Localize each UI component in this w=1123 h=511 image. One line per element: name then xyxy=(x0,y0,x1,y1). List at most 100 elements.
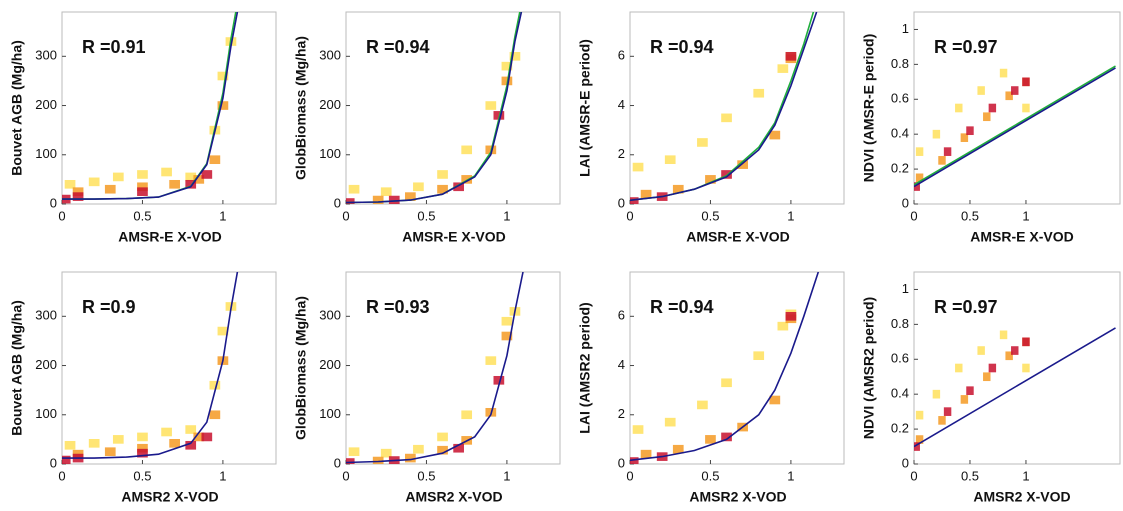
y-tick-label: 200 xyxy=(319,97,341,112)
y-tick-label: 200 xyxy=(35,97,57,112)
density-cell xyxy=(217,71,229,81)
r-annotation: R =0.93 xyxy=(366,297,430,317)
y-tick-label: 100 xyxy=(319,146,341,161)
density-cell xyxy=(493,375,505,385)
density-cell xyxy=(721,432,732,442)
x-tick-label: 0 xyxy=(626,468,633,483)
density-cell xyxy=(405,453,416,463)
x-tick-label: 0.5 xyxy=(133,208,151,223)
density-cell xyxy=(461,175,473,184)
x-axis-label: AMSR-E X-VOD xyxy=(118,229,221,245)
density-cell xyxy=(169,179,180,189)
density-cell xyxy=(737,160,748,169)
density-cell xyxy=(185,179,197,189)
density-cell xyxy=(88,439,100,448)
density-cell xyxy=(915,147,924,156)
density-cell xyxy=(640,189,652,199)
x-axis-label: AMSR-E X-VOD xyxy=(970,229,1073,245)
x-tick-label: 0.5 xyxy=(701,468,719,483)
x-tick-label: 0 xyxy=(626,208,633,223)
y-tick-label: 0.2 xyxy=(891,161,909,176)
x-tick-label: 1 xyxy=(787,208,794,223)
y-tick-label: 0 xyxy=(334,455,341,470)
density-cell xyxy=(705,435,716,444)
plot-area xyxy=(914,327,1116,451)
y-axis-label: GlobBiomass (Mg/ha) xyxy=(293,296,309,440)
density-cell xyxy=(485,356,497,365)
density-cell xyxy=(1022,337,1030,347)
fit-line xyxy=(62,12,239,200)
density-cell xyxy=(137,187,148,197)
panel: 0 0.5 1 0 0.2 0.4 0.6 0.8 1 R =0.97 AMSR2 X-VOD NDV… xyxy=(861,271,1121,505)
panel: 0 0.5 1 0 2 4 6 R =0.94 AMSR-E X-VOD LAI (AMSR-E … xyxy=(577,11,845,245)
density-cell xyxy=(501,61,513,71)
x-tick-label: 0.5 xyxy=(961,208,979,223)
y-tick-label: 6 xyxy=(618,308,625,323)
y-tick-label: 6 xyxy=(618,48,625,63)
y-axis-label: NDVI (AMSR2 period) xyxy=(861,297,877,439)
density-cell xyxy=(1005,91,1013,101)
r-annotation: R =0.94 xyxy=(366,37,430,57)
density-cell xyxy=(1022,363,1030,373)
panel: 0 0.5 1 0 0.2 0.4 0.6 0.8 1 R =0.97 AMSR-E X-VOD ND… xyxy=(861,11,1121,245)
y-tick-label: 1 xyxy=(902,281,909,296)
density-cell xyxy=(932,129,941,139)
x-tick-label: 0 xyxy=(910,208,917,223)
density-cell xyxy=(413,182,424,192)
x-tick-label: 1 xyxy=(1022,208,1029,223)
density-cell xyxy=(112,172,124,182)
density-cell xyxy=(104,447,116,457)
density-cell xyxy=(705,175,716,184)
fit-line xyxy=(630,12,818,202)
density-cell xyxy=(388,195,400,204)
y-tick-label: 0 xyxy=(334,195,341,210)
y-axis-label: LAI (AMSR-E period) xyxy=(577,39,593,177)
density-cell xyxy=(1005,351,1013,361)
density-cell xyxy=(966,126,974,136)
density-cell xyxy=(915,435,924,444)
density-cell xyxy=(632,425,644,434)
y-axis-label: Bouvet AGB (Mg/ha) xyxy=(9,40,25,176)
density-cell xyxy=(193,175,205,184)
density-cell xyxy=(193,432,205,442)
x-tick-label: 1 xyxy=(219,468,226,483)
density-cell xyxy=(1022,103,1030,113)
density-cell xyxy=(938,156,946,165)
density-cell xyxy=(380,448,392,458)
fit-line xyxy=(914,327,1116,448)
density-cell xyxy=(88,177,100,187)
density-cell xyxy=(437,432,448,442)
r-annotation: R =0.97 xyxy=(934,37,998,57)
y-axis-label: GlobBiomass (Mg/ha) xyxy=(293,36,309,180)
density-cell xyxy=(161,167,172,177)
density-cell xyxy=(453,443,464,453)
density-cell xyxy=(453,182,464,192)
density-cell xyxy=(777,321,789,331)
density-cell xyxy=(72,187,84,197)
density-cell xyxy=(209,410,221,420)
density-cell xyxy=(485,101,497,110)
density-cell xyxy=(169,439,180,448)
y-tick-label: 300 xyxy=(35,48,57,63)
y-tick-label: 0 xyxy=(902,195,909,210)
y-tick-label: 0 xyxy=(50,195,57,210)
x-tick-label: 0 xyxy=(910,468,917,483)
x-axis-label: AMSR-E X-VOD xyxy=(402,229,505,245)
r-annotation: R =0.94 xyxy=(650,37,714,57)
density-cell xyxy=(769,395,781,405)
density-cell xyxy=(64,179,76,189)
x-tick-label: 0 xyxy=(58,208,65,223)
density-cell xyxy=(915,410,924,420)
y-tick-label: 0.8 xyxy=(891,56,909,71)
y-axis-label: LAI (AMSR2 period) xyxy=(577,302,593,433)
r-annotation: R =0.97 xyxy=(934,297,998,317)
density-cell xyxy=(348,184,360,194)
density-cell xyxy=(1022,77,1030,87)
density-cell xyxy=(960,133,969,142)
density-cell xyxy=(977,346,985,355)
density-cell xyxy=(201,170,213,179)
density-cell xyxy=(137,170,148,179)
x-tick-label: 0.5 xyxy=(961,468,979,483)
r-annotation: R =0.9 xyxy=(82,297,136,317)
